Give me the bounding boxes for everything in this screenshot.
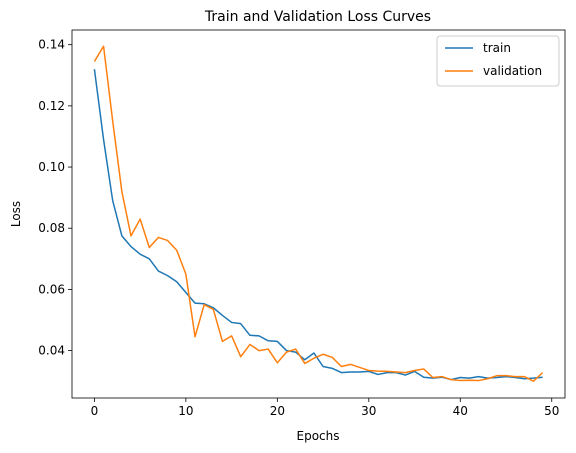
y-tick-label: 0.04 <box>38 344 65 358</box>
series-line-validation <box>93 45 544 382</box>
x-tick-label: 20 <box>270 404 285 418</box>
y-tick-label: 0.12 <box>38 99 65 113</box>
x-tick-label: 50 <box>544 404 559 418</box>
plot-area <box>93 45 544 382</box>
y-tick-label: 0.06 <box>38 282 65 296</box>
axes-frame <box>71 29 566 399</box>
x-tick-label: 40 <box>453 404 468 418</box>
legend-label-validation: validation <box>483 64 542 78</box>
y-tick-label: 0.08 <box>38 221 65 235</box>
series-line-train <box>93 69 543 381</box>
y-axis-label: Loss <box>9 201 23 227</box>
chart-title: Train and Validation Loss Curves <box>204 9 431 25</box>
legend: train validation <box>436 35 560 87</box>
x-tick-label: 10 <box>178 404 193 418</box>
axes: 0 10 20 30 40 50 0.04 0.06 0.08 0.10 0.12 0.14 <box>38 29 566 418</box>
x-tick-label: 30 <box>361 404 376 418</box>
x-tick-label: 0 <box>91 404 99 418</box>
y-tick-label: 0.10 <box>38 160 65 174</box>
y-tick-label: 0.14 <box>38 38 65 52</box>
x-axis-label: Epochs <box>297 429 340 443</box>
legend-label-train: train <box>483 41 511 55</box>
